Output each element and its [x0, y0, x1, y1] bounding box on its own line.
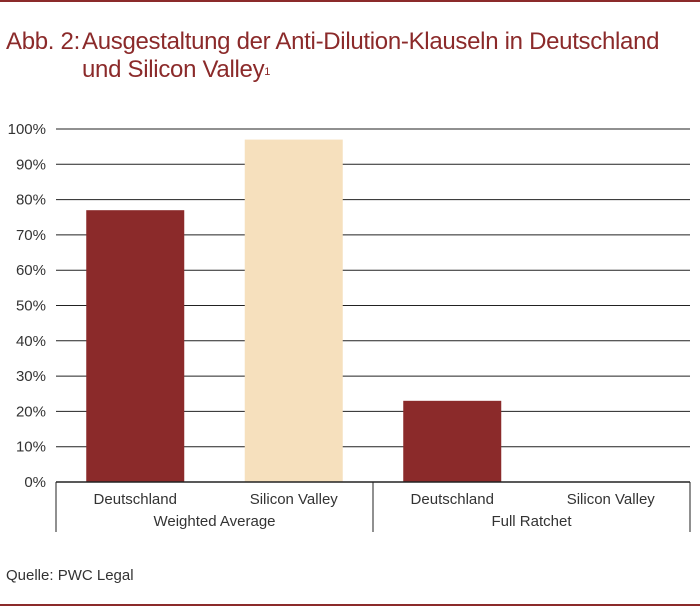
group-label: Full Ratchet	[491, 513, 572, 530]
title-line-1: Ausgestaltung der Anti-Dilution-Klauseln…	[82, 28, 660, 55]
y-tick-label: 80%	[16, 192, 46, 209]
y-tick-label: 40%	[16, 333, 46, 350]
chart-title: Abb. 2:Ausgestaltung der Anti-Dilution-K…	[6, 28, 696, 84]
bottom-rule	[0, 604, 700, 606]
bar	[86, 210, 185, 482]
y-tick-label: 90%	[16, 156, 46, 173]
y-tick-label: 30%	[16, 368, 46, 385]
y-tick-label: 70%	[16, 227, 46, 244]
bar	[403, 400, 502, 482]
y-tick-label: 50%	[16, 298, 46, 315]
x-tick-label: Silicon Valley	[250, 491, 339, 508]
x-tick-label: Silicon Valley	[567, 491, 656, 508]
y-tick-label: 10%	[16, 439, 46, 456]
title-line-2: und Silicon Valley	[82, 56, 265, 83]
source-note: Quelle: PWC Legal	[6, 567, 134, 584]
bar	[244, 139, 343, 482]
top-rule	[0, 0, 700, 2]
y-tick-label: 0%	[24, 474, 46, 491]
x-tick-label: Deutschland	[94, 491, 177, 508]
y-tick-label: 100%	[8, 121, 46, 138]
figure-label: Abb. 2:	[6, 28, 80, 55]
y-tick-label: 20%	[16, 403, 46, 420]
x-tick-label: Deutschland	[411, 491, 494, 508]
group-label: Weighted Average	[153, 513, 275, 530]
y-tick-label: 60%	[16, 262, 46, 279]
footnote-mark: 1	[264, 66, 271, 78]
